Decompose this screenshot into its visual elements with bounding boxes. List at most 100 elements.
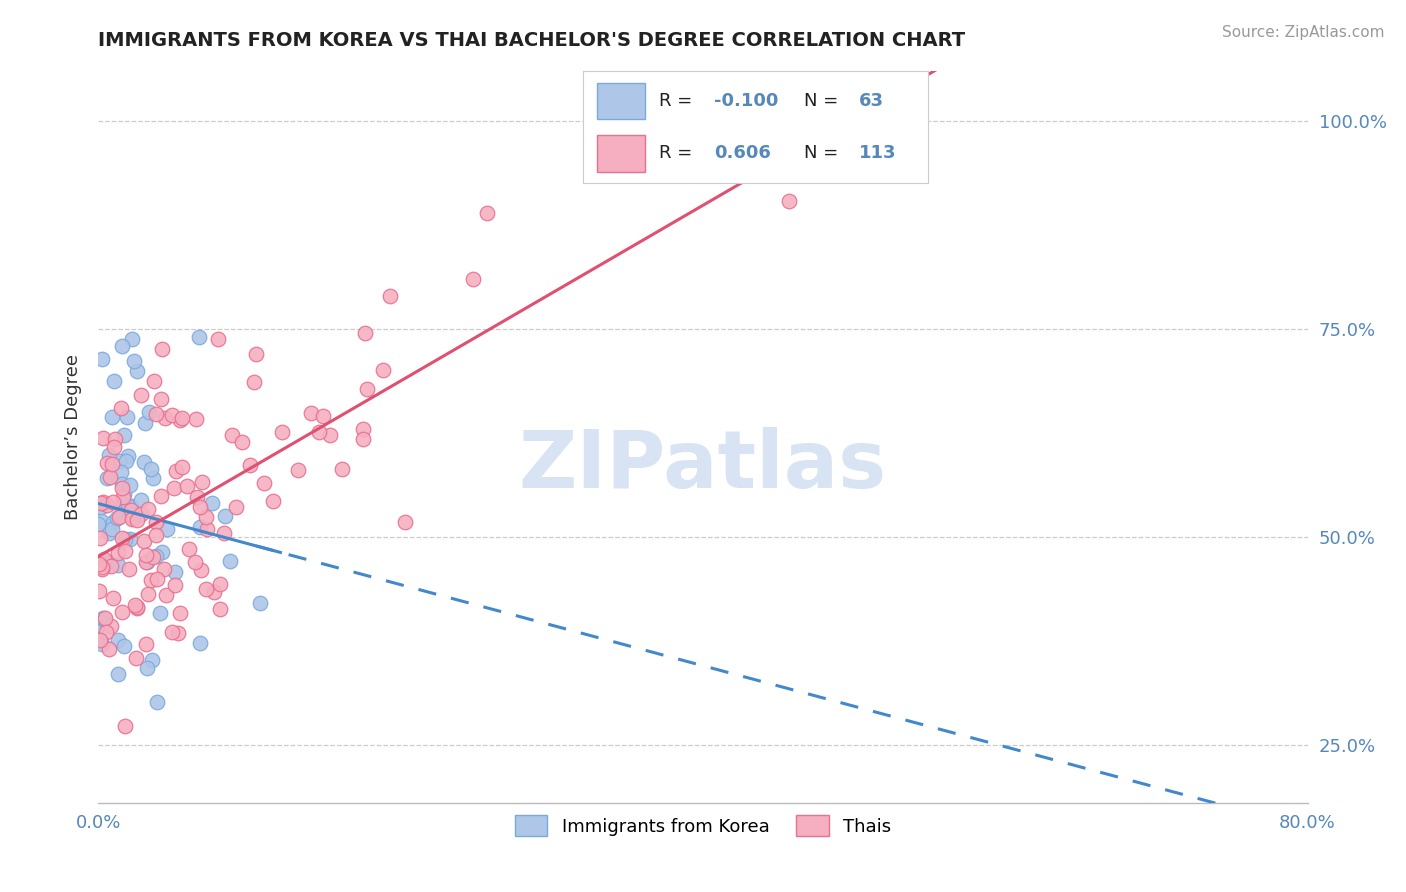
Point [93, 552, 115, 566]
Point [93, 613, 115, 627]
Point [152, 562, 174, 576]
FancyBboxPatch shape [598, 83, 645, 120]
Point [373, 363, 395, 377]
Point [156, 522, 179, 536]
Point [121, 332, 143, 346]
Point [139, 573, 162, 587]
Point [172, 459, 194, 474]
Point [209, 602, 232, 616]
Point [89, 531, 111, 545]
Point [142, 471, 165, 485]
Point [129, 388, 152, 402]
Point [186, 412, 208, 426]
Point [209, 576, 232, 591]
Point [117, 499, 139, 513]
Point [100, 469, 122, 483]
Text: 0.606: 0.606 [714, 145, 772, 162]
Point [378, 289, 401, 303]
Point [194, 582, 217, 597]
Text: R =: R = [659, 145, 699, 162]
Point [129, 508, 152, 522]
Point [111, 481, 134, 495]
Point [91, 495, 114, 509]
Point [89, 617, 111, 632]
Point [299, 406, 322, 420]
Y-axis label: Bachelor’s Degree: Bachelor’s Degree [63, 354, 82, 520]
Point [160, 409, 183, 423]
Point [214, 509, 236, 524]
Point [89, 632, 111, 647]
Point [202, 585, 225, 599]
Point [163, 482, 186, 496]
Point [165, 565, 187, 579]
Point [96, 471, 118, 485]
Point [125, 651, 148, 665]
Point [97, 448, 120, 462]
Point [188, 500, 211, 514]
Point [170, 411, 193, 425]
Point [145, 515, 167, 529]
Point [160, 624, 183, 639]
Point [149, 489, 172, 503]
Point [169, 607, 191, 621]
Text: N =: N = [804, 92, 844, 110]
Point [107, 632, 129, 647]
Point [308, 425, 330, 439]
Point [87, 583, 110, 598]
Point [125, 600, 148, 615]
Point [271, 425, 294, 439]
Point [155, 589, 177, 603]
Point [135, 555, 157, 569]
Point [98, 526, 121, 541]
Point [96, 498, 118, 512]
Text: Source: ZipAtlas.com: Source: ZipAtlas.com [1222, 25, 1385, 40]
Point [103, 374, 125, 388]
Point [114, 719, 136, 733]
Point [249, 596, 271, 610]
Point [195, 510, 218, 524]
Text: IMMIGRANTS FROM KOREA VS THAI BACHELOR'S DEGREE CORRELATION CHART: IMMIGRANTS FROM KOREA VS THAI BACHELOR'S… [98, 31, 966, 50]
Point [330, 461, 353, 475]
Point [96, 456, 118, 470]
Point [221, 427, 243, 442]
Point [243, 375, 266, 389]
Point [110, 508, 132, 522]
Point [136, 661, 159, 675]
Point [107, 558, 129, 573]
Point [352, 433, 374, 447]
Point [90, 560, 112, 574]
Point [111, 494, 134, 508]
Point [195, 522, 218, 536]
Point [186, 490, 208, 504]
Point [120, 499, 142, 513]
Point [145, 527, 167, 541]
Point [149, 606, 172, 620]
Text: 113: 113 [859, 145, 897, 162]
Point [149, 392, 172, 407]
Point [142, 374, 165, 388]
Point [134, 416, 156, 430]
Point [779, 194, 801, 208]
Point [112, 639, 135, 653]
Point [112, 490, 135, 504]
Point [169, 413, 191, 427]
Point [262, 494, 284, 508]
Point [115, 453, 138, 467]
Point [100, 559, 122, 574]
Point [90, 500, 112, 515]
Point [214, 525, 236, 540]
Point [165, 464, 187, 478]
Point [135, 637, 157, 651]
Point [352, 422, 374, 436]
Point [101, 522, 124, 536]
Point [188, 519, 211, 533]
Point [239, 458, 262, 472]
Point [165, 578, 187, 592]
Point [461, 272, 484, 286]
Point [121, 510, 143, 524]
Point [103, 591, 125, 606]
Point [135, 548, 157, 562]
Point [100, 619, 122, 633]
Point [124, 354, 146, 368]
Legend: Immigrants from Korea, Thais: Immigrants from Korea, Thais [506, 806, 900, 845]
